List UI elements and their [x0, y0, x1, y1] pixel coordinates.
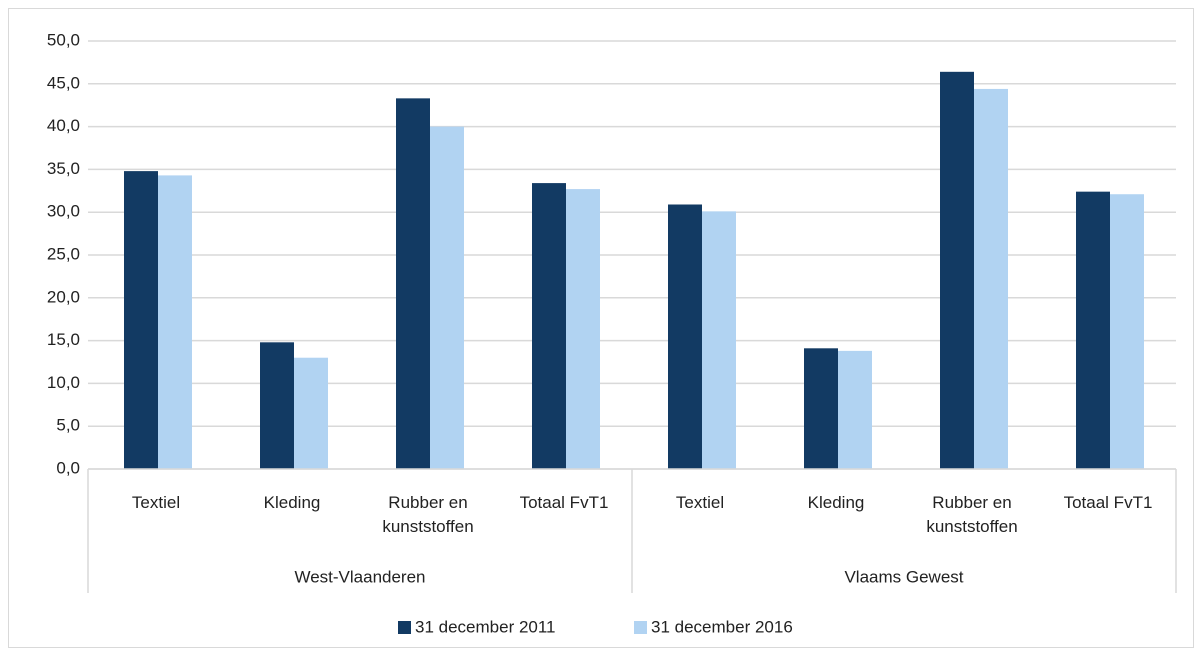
x-tick-label: Rubber en kunststoffen	[382, 493, 474, 536]
y-tick-label: 50,0	[47, 30, 80, 49]
legend-swatch	[634, 621, 647, 634]
bar	[566, 189, 600, 469]
bar	[668, 204, 702, 469]
y-tick-label: 5,0	[56, 416, 80, 435]
bar	[838, 350, 872, 469]
bar	[158, 175, 192, 469]
y-tick-label: 15,0	[47, 330, 80, 349]
legend-swatch	[398, 621, 411, 634]
x-tick-label: Kleding	[807, 493, 865, 512]
legend-label: 31 december 2011	[415, 617, 556, 636]
bar	[804, 348, 838, 469]
bar	[430, 126, 464, 469]
y-tick-label: 40,0	[47, 116, 80, 135]
bar	[940, 71, 974, 469]
y-tick-label: 0,0	[56, 458, 80, 477]
y-tick-label: 25,0	[47, 244, 80, 263]
x-tick-label: Textiel	[675, 493, 725, 512]
y-tick-label: 45,0	[47, 73, 80, 92]
x-tick-label: Textiel	[131, 493, 181, 512]
x-tick-label: Totaal FvT1	[519, 493, 609, 512]
y-tick-label: 20,0	[47, 287, 80, 306]
bar	[294, 357, 328, 469]
x-tick-label: Rubber en kunststoffen	[926, 493, 1018, 536]
x-tick-label: Kleding	[263, 493, 321, 512]
bar	[396, 98, 430, 470]
bar	[260, 342, 294, 469]
bar	[532, 183, 566, 469]
bar	[124, 171, 158, 469]
y-tick-label: 30,0	[47, 202, 80, 221]
bar	[1110, 194, 1144, 469]
x-tick-label: Totaal FvT1	[1063, 493, 1153, 512]
group-label: Vlaams Gewest	[844, 567, 963, 586]
bar	[1076, 191, 1110, 469]
y-tick-label: 10,0	[47, 373, 80, 392]
group-label: West-Vlaanderen	[294, 567, 425, 586]
bar	[974, 88, 1008, 469]
y-tick-label: 35,0	[47, 159, 80, 178]
legend-label: 31 december 2016	[651, 617, 793, 636]
bar	[702, 211, 736, 469]
